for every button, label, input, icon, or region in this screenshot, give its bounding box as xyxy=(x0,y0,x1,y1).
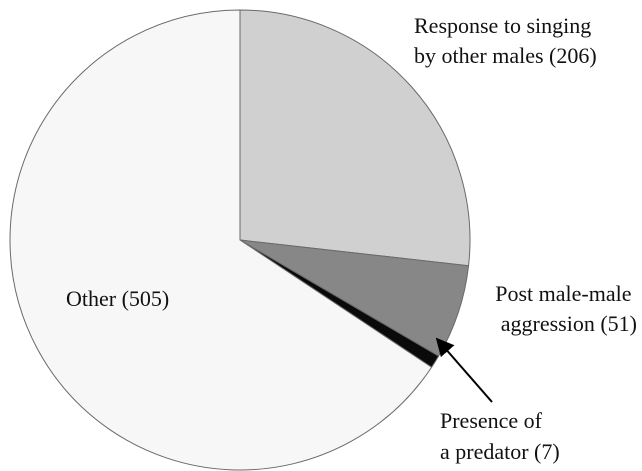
label-presence-of-predator: Presence of a predator (7) xyxy=(440,408,560,464)
label-response-to-singing-line-1: Response to singing xyxy=(414,13,591,38)
label-other-line-1: Other (505) xyxy=(66,286,169,311)
slice-response-to-singing xyxy=(239,9,471,267)
label-other: Other (505) xyxy=(66,286,169,311)
predator-pointer-arrow xyxy=(435,337,493,403)
label-response-to-singing: Response to singing by other males (206) xyxy=(414,13,597,68)
label-post-male-male-aggression-line-1: Post male-male xyxy=(495,281,631,306)
label-presence-of-predator-line-2: a predator (7) xyxy=(440,439,560,464)
label-post-male-male-aggression-line-2: aggression (51) xyxy=(501,311,637,336)
label-presence-of-predator-line-1: Presence of xyxy=(440,408,543,433)
pie-slices xyxy=(9,9,471,471)
slice-labels: Response to singing by other males (206)… xyxy=(66,13,637,464)
slice-other xyxy=(9,9,433,471)
label-response-to-singing-line-2: by other males (206) xyxy=(414,43,597,68)
label-post-male-male-aggression: Post male-male aggression (51) xyxy=(495,281,637,336)
